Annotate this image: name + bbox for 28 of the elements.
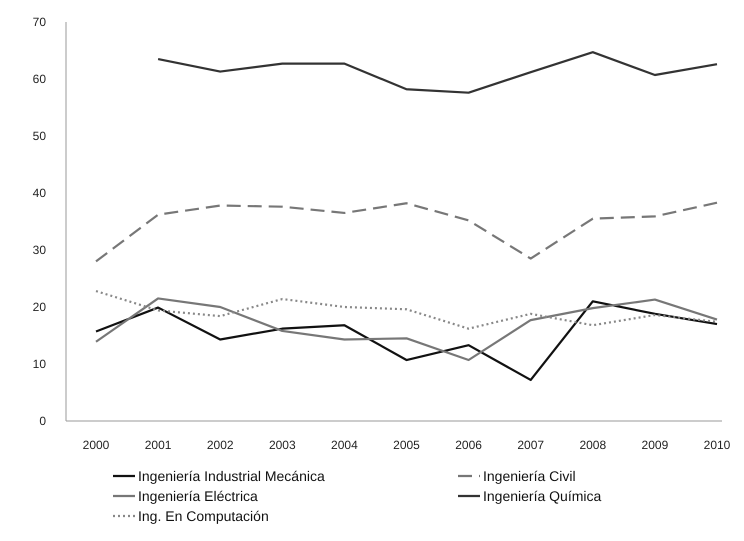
x-tick-label: 2000 [82,438,110,452]
legend-label: Ing. En Computación [138,508,269,524]
legend-label: Ingeniería Industrial Mecánica [138,468,325,484]
line-series [94,202,718,262]
x-tick-label: 2010 [704,438,731,452]
x-tick-label: 2003 [268,438,296,452]
legend-label: Ingeniería Eléctrica [138,488,258,504]
y-tick-label: 10 [32,357,46,372]
line-series [94,300,718,382]
x-tick-label: 2004 [331,438,358,452]
x-tick-label: 2006 [455,438,482,452]
y-tick-label: 0 [39,414,46,428]
y-tick-label: 50 [32,129,46,144]
line-series [94,297,718,362]
line-series [157,51,718,94]
y-tick-label: 60 [32,72,46,86]
x-tick-label: 2007 [517,438,544,452]
y-tick-label: 20 [32,300,46,314]
x-tick-label: 2005 [393,438,420,452]
legend-label: Ingeniería Civil [483,468,576,484]
y-tick-label: 30 [32,243,46,258]
y-tick-label: 70 [32,15,46,30]
x-tick-label: 2002 [206,438,234,452]
x-tick-label: 2008 [579,438,606,452]
x-tick-label: 2009 [642,438,669,452]
legend-label: Ingeniería Química [483,488,602,504]
y-tick-label: 40 [32,186,46,200]
x-tick-label: 2001 [144,438,172,452]
